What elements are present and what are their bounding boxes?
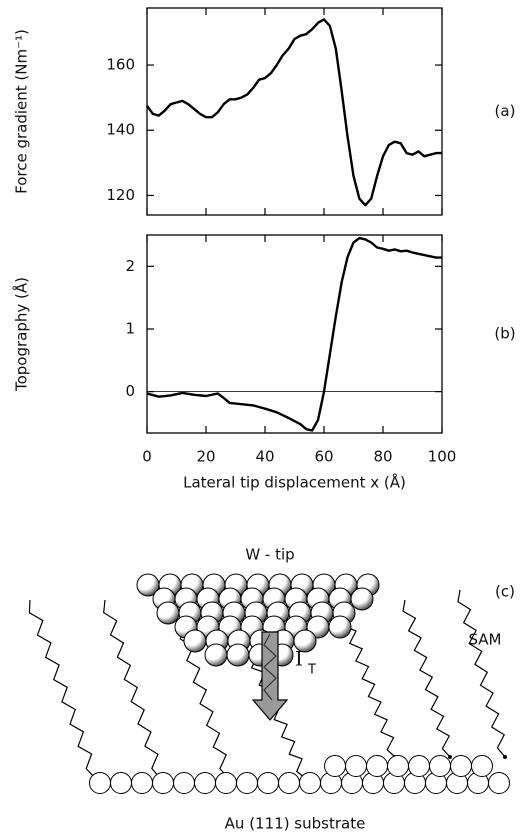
current-arrow (251, 631, 289, 721)
substrate-atom (257, 772, 279, 794)
data-line (146, 236, 442, 432)
x-tick-label: 20 (196, 448, 215, 466)
tip-label: W - tip (245, 546, 294, 564)
substrate-atom (450, 755, 472, 777)
tip-atom (226, 643, 250, 667)
x-tick-label: 80 (373, 448, 392, 466)
panel-label: (b) (494, 325, 515, 343)
substrate-atom (236, 772, 258, 794)
sam-chain (103, 599, 161, 779)
sam-chain (402, 599, 451, 758)
y-tick-label: 2 (125, 257, 135, 275)
substrate-atom (299, 772, 321, 794)
tip-atom (183, 629, 207, 653)
x-tick-label: 60 (314, 448, 333, 466)
y-tick-label: 120 (106, 186, 135, 204)
sam-label: SAM (468, 631, 501, 649)
tip-atom (293, 629, 317, 653)
sam-chain (457, 589, 506, 758)
substrate-atom (110, 772, 132, 794)
substrate-atom (408, 755, 430, 777)
substrate-label: Au (111) substrate (225, 815, 366, 833)
tip-atom (156, 601, 180, 625)
x-axis-label: Lateral tip displacement x (Å) (183, 473, 406, 492)
anchor-atom (503, 755, 507, 759)
substrate-atom (278, 772, 300, 794)
sam-chain (342, 614, 396, 758)
tip-atom (328, 615, 352, 639)
anchor-atom (448, 755, 452, 759)
substrate-atom (89, 772, 111, 794)
tip-atom (204, 643, 228, 667)
substrate-atom (387, 755, 409, 777)
y-tick-label: 140 (106, 121, 135, 139)
substrate-atom (366, 755, 388, 777)
plot-frame (146, 7, 443, 216)
substrate-atom (345, 755, 367, 777)
substrate-atom (215, 772, 237, 794)
current-subscript: T (307, 663, 316, 678)
y-axis-label: Force gradient (Nm⁻¹) (13, 29, 31, 194)
tip-atom (350, 587, 374, 611)
plot-frame (146, 234, 443, 434)
x-tick-label: 100 (428, 448, 457, 466)
substrate-atom (131, 772, 153, 794)
substrate-atom (173, 772, 195, 794)
y-tick-label: 0 (125, 382, 135, 400)
y-tick-label: 160 (106, 56, 135, 74)
y-tick-label: 1 (125, 319, 135, 337)
data-line (146, 18, 442, 207)
sam-chain (28, 599, 96, 779)
substrate-atom (194, 772, 216, 794)
y-axis-label: Topography (Å) (12, 277, 31, 392)
panel-label: (c) (495, 583, 515, 601)
current-label: I (295, 647, 303, 671)
substrate-atom (471, 755, 493, 777)
substrate-atom (429, 755, 451, 777)
substrate-atom (488, 772, 510, 794)
x-tick-label: 0 (142, 448, 152, 466)
diagram: W - tip (c) SAM I T Au (111) substrate (28, 546, 515, 833)
substrate-atom (324, 755, 346, 777)
substrate-atom (152, 772, 174, 794)
current-zigzag (263, 633, 277, 701)
panel-label: (a) (495, 102, 516, 120)
x-tick-label: 40 (255, 448, 274, 466)
